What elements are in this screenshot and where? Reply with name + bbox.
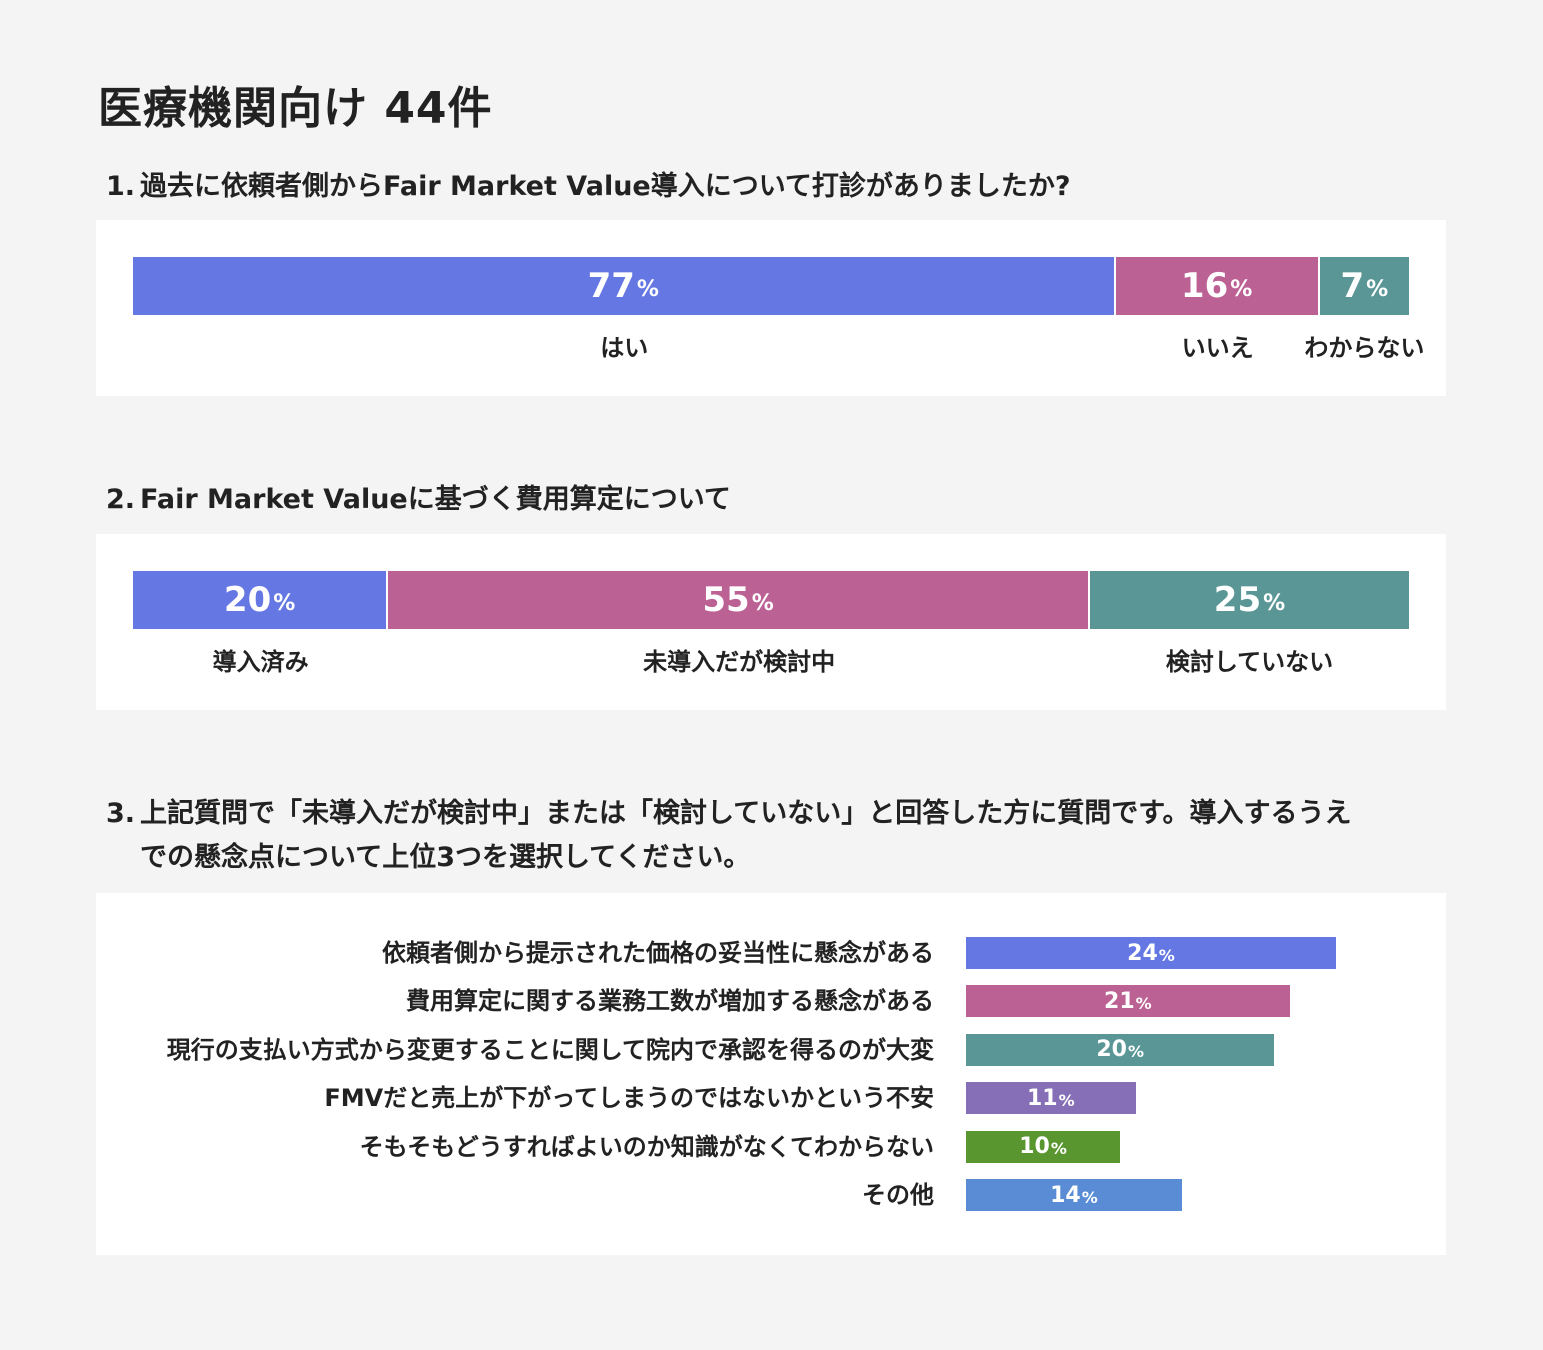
- q1-segment-value: 7: [1340, 266, 1365, 306]
- q2-category-label: 検討していない: [1165, 648, 1334, 676]
- question-3-text-line-1: 上記質問で「未導入だが検討中」または「検討していない」と回答した方に質問です。導…: [140, 798, 1352, 829]
- question-1-number: 1.: [106, 171, 136, 202]
- question-1-title: 1. 過去に依頼者側からFair Market Value導入について打診がありま…: [106, 165, 1071, 209]
- q2-segment-2: 55%: [388, 571, 1090, 629]
- question-1-stacked-bar: 77% 16% 7%: [133, 257, 1409, 315]
- q2-category-label: 導入済み: [212, 648, 309, 676]
- q2-segment-unit: %: [1263, 590, 1286, 616]
- q2-segment-value: 55: [702, 580, 750, 620]
- q3-bar-row: 依頼者側から提示された価格の妥当性に懸念がある 24%: [96, 937, 1446, 969]
- q2-segment-unit: %: [273, 590, 296, 616]
- q3-bar-value: 14: [1050, 1182, 1081, 1208]
- question-1-text: 過去に依頼者側からFair Market Value導入について打診がありました…: [140, 171, 1071, 202]
- q3-category-label: 現行の支払い方式から変更することに関して院内で承認を得るのが大変: [166, 1035, 934, 1064]
- question-2-chart-panel: 20% 55% 25% 導入済み 未導入だが検討中 検討していない: [96, 534, 1446, 710]
- q2-segment-1: 20%: [133, 571, 389, 629]
- q1-segment-value: 77: [587, 266, 635, 306]
- q3-bar: 10%: [966, 1130, 1121, 1163]
- question-3-chart-panel: 依頼者側から提示された価格の妥当性に懸念がある 24% 費用算定に関する業務工数が増…: [96, 893, 1446, 1255]
- q1-category-label: わからない: [1304, 334, 1425, 362]
- q2-category-label: 未導入だが検討中: [643, 648, 836, 676]
- q3-bar-unit: %: [1135, 993, 1152, 1013]
- question-2-category-labels: 導入済み 未導入だが検討中 検討していない: [133, 642, 1409, 682]
- q3-category-label: FMVだと売上が下がってしまうのではないかという不安: [324, 1084, 934, 1113]
- q3-bar-row: FMVだと売上が下がってしまうのではないかという不安 11%: [96, 1082, 1446, 1115]
- q3-category-label: 依頼者側から提示された価格の妥当性に懸念がある: [382, 939, 934, 967]
- q1-segment-unit: %: [1230, 276, 1253, 302]
- question-3-title: 3. 上記質問で「未導入だが検討中」または「検討していない」と回答した方に質問です…: [106, 792, 1456, 880]
- q2-segment-value: 25: [1213, 580, 1262, 620]
- question-2-text: Fair Market Valueに基づく費用算定について: [140, 484, 731, 515]
- page-title: 医療機関向け 44件: [98, 83, 493, 134]
- q3-bar: 14%: [966, 1179, 1182, 1211]
- q3-bar-value: 11: [1026, 1085, 1058, 1111]
- q3-bar-value: 24: [1127, 940, 1158, 966]
- q3-bar-row: その他 14%: [96, 1179, 1446, 1211]
- q3-bar-unit: %: [1050, 1139, 1067, 1159]
- question-1-chart-panel: 77% 16% 7% はい いいえ わからない: [96, 220, 1446, 396]
- q2-segment-3: 25%: [1089, 571, 1409, 629]
- question-3-number: 3.: [106, 798, 136, 829]
- q3-category-label: その他: [862, 1181, 934, 1209]
- q2-segment-unit: %: [751, 590, 774, 616]
- q3-bar: 21%: [966, 985, 1290, 1018]
- q3-bar: 20%: [966, 1033, 1275, 1066]
- q3-bar-unit: %: [1081, 1187, 1098, 1207]
- q3-category-label: そもそもどうすればよいのか知識がなくてわからない: [359, 1132, 934, 1161]
- q3-bar-row: 現行の支払い方式から変更することに関して院内で承認を得るのが大変 20%: [96, 1033, 1446, 1066]
- q1-segment-unit: %: [636, 276, 659, 302]
- q2-segment-value: 20: [223, 580, 272, 620]
- q1-segment-3: 7%: [1319, 257, 1409, 315]
- question-1-category-labels: はい いいえ わからない: [133, 328, 1424, 368]
- q3-bar-value: 21: [1104, 988, 1135, 1014]
- question-2-stacked-bar: 20% 55% 25%: [133, 571, 1409, 629]
- q3-bar: 24%: [966, 937, 1336, 969]
- question-3-text-line-2: での懸念点について上位3つを選択してください。: [140, 842, 751, 873]
- q1-category-label: はい: [600, 334, 649, 362]
- q1-category-label: いいえ: [1181, 334, 1254, 362]
- question-2-number: 2.: [106, 484, 136, 515]
- q3-bar-value: 20: [1096, 1037, 1127, 1063]
- q3-bar-unit: %: [1158, 945, 1175, 965]
- q3-bar-value: 10: [1019, 1134, 1050, 1160]
- q3-bar-row: そもそもどうすればよいのか知識がなくてわからない 10%: [96, 1130, 1446, 1163]
- q1-segment-value: 16: [1180, 266, 1229, 306]
- q1-segment-unit: %: [1366, 276, 1389, 302]
- q1-segment-1: 77%: [133, 257, 1116, 315]
- q3-bar: 11%: [966, 1082, 1136, 1115]
- q3-bar-unit: %: [1058, 1090, 1075, 1110]
- q3-category-label: 費用算定に関する業務工数が増加する懸念がある: [406, 987, 934, 1016]
- q3-bar-unit: %: [1127, 1042, 1144, 1062]
- q3-bar-row: 費用算定に関する業務工数が増加する懸念がある 21%: [96, 985, 1446, 1018]
- q1-segment-2: 16%: [1115, 257, 1320, 315]
- question-2-title: 2. Fair Market Valueに基づく費用算定について: [106, 478, 731, 522]
